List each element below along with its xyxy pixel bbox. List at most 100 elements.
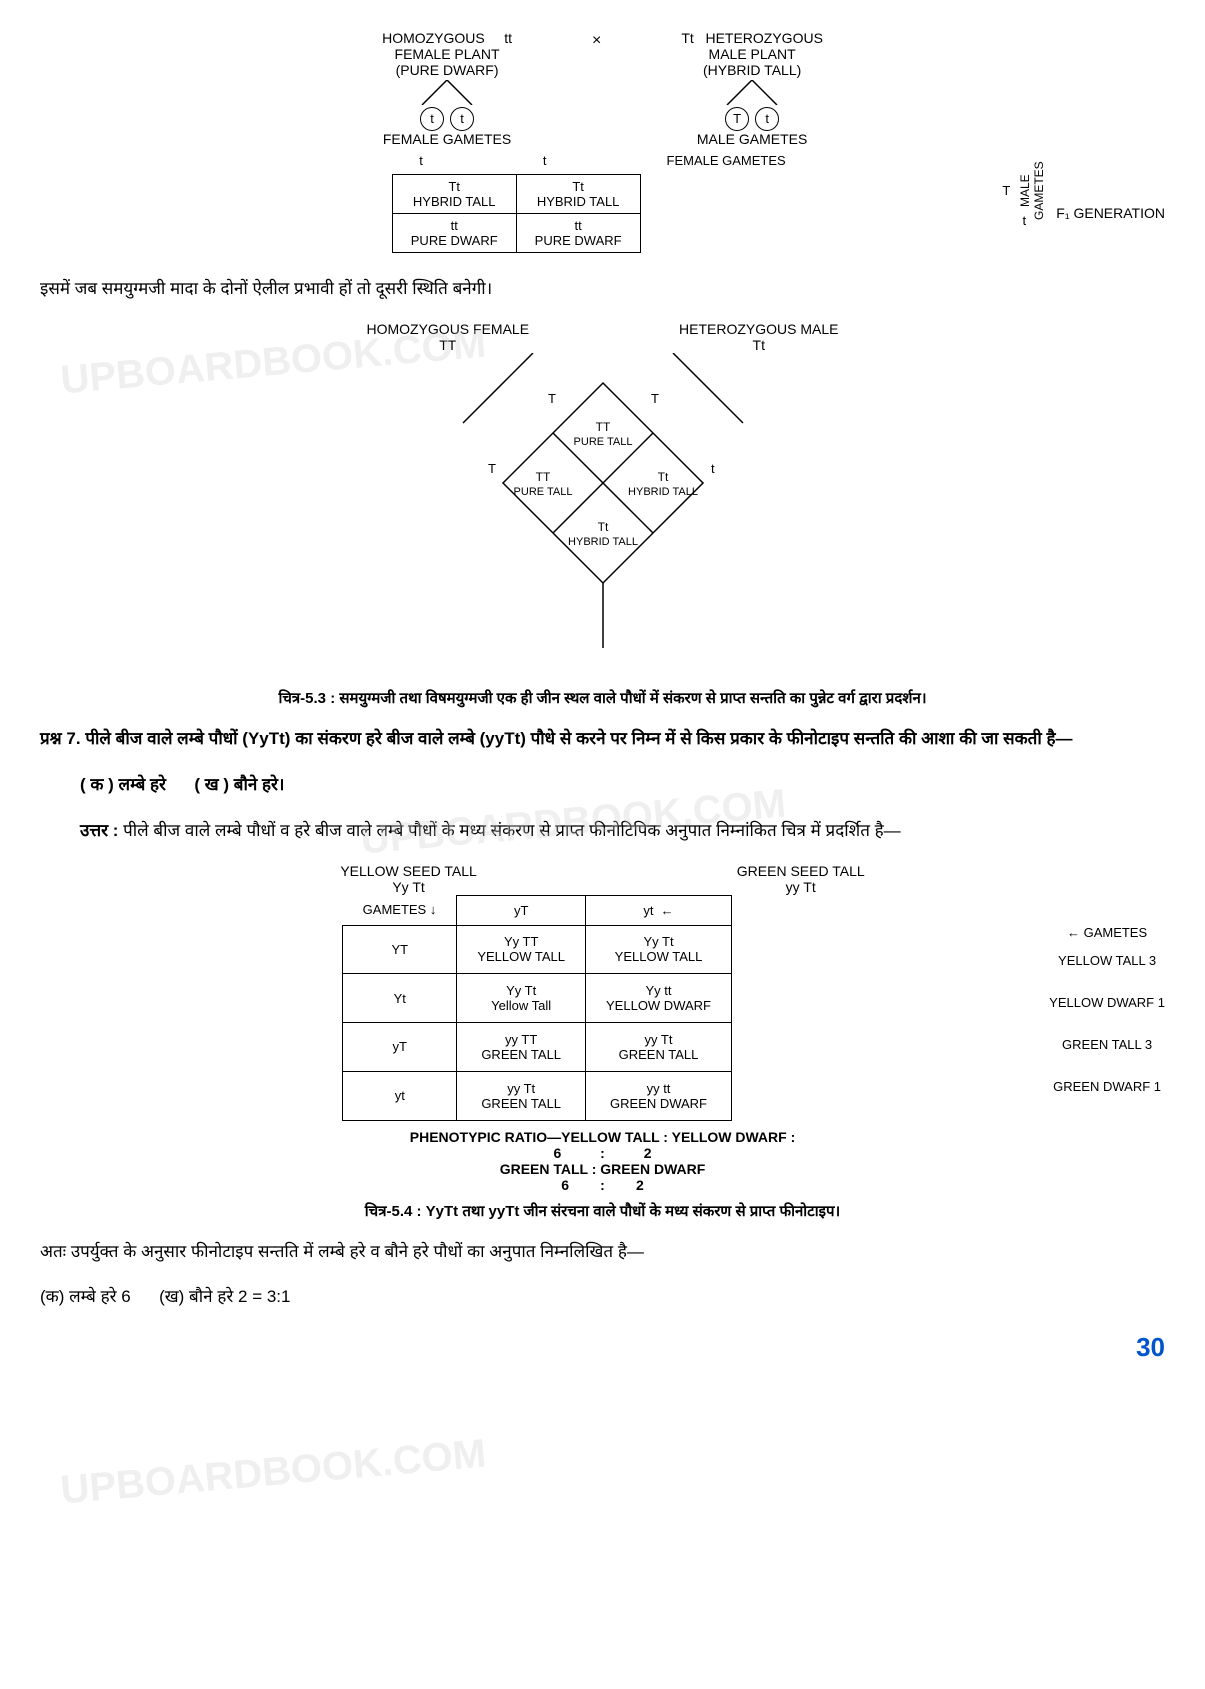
- svg-text:HYBRID TALL: HYBRID TALL: [568, 536, 638, 548]
- gamete-circle: t: [450, 107, 474, 131]
- c3-rp1: YELLOW TALL 3: [1049, 953, 1165, 995]
- page-number: 30: [40, 1332, 1165, 1363]
- cell-a1p: HYBRID TALL: [411, 194, 498, 209]
- row-hdr-label: MALE GAMETES: [1018, 156, 1046, 226]
- cross-1-diagram: HOMOZYGOUS tt FEMALE PLANT (PURE DWARF) …: [40, 30, 1165, 258]
- svg-text:t: t: [711, 461, 715, 476]
- cross-3-diagram: YELLOW SEED TALLYy Tt GREEN SEED TALLyy …: [40, 863, 1165, 1193]
- q7-text: पीले बीज वाले लम्बे पौधों (YyTt) का संकर…: [85, 729, 1072, 748]
- watermark: UPBOARDBOOK.COM: [59, 1431, 488, 1513]
- gamete-circle: t: [420, 107, 444, 131]
- c3-11g: Yy tt: [606, 983, 711, 998]
- diamond-punnett: TT Tt TTPURE TALL TTPURE TALL TtHYBRID T…: [393, 353, 813, 673]
- cell-a2: Tt: [535, 179, 622, 194]
- c3-20p: GREEN TALL: [477, 1047, 565, 1062]
- p1-l1: HOMOZYGOUS: [382, 30, 485, 46]
- cell-b1p: PURE DWARF: [411, 233, 498, 248]
- p1-l3: (PURE DWARF): [396, 62, 499, 78]
- col-hdr-2: t: [543, 153, 547, 168]
- c3-side1: GAMETES ↓: [343, 895, 457, 925]
- opt-b: ( ख ) बौने हरे।: [194, 775, 284, 794]
- punnett-square-1: TtHYBRID TALLTtHYBRID TALL ttPURE DWARFt…: [392, 174, 641, 253]
- cell-a2p: HYBRID TALL: [535, 194, 622, 209]
- cross-symbol: ×: [592, 32, 601, 50]
- c3-p2-geno: yy Tt: [737, 879, 865, 895]
- c3-p1-label: YELLOW SEED TALL: [340, 863, 476, 879]
- c3-rp4: GREEN DWARF 1: [1049, 1079, 1165, 1121]
- caption-1: चित्र-5.3 : समयुग्मजी तथा विषमयुग्मजी एक…: [40, 688, 1165, 708]
- c3-r2: Yt: [343, 974, 457, 1023]
- c2-p2-label: HETEROZYGOUS MALE: [679, 321, 838, 337]
- c3-p2-label: GREEN SEED TALL: [737, 863, 865, 879]
- c3-21g: yy Tt: [606, 1032, 711, 1047]
- svg-text:PURE TALL: PURE TALL: [513, 486, 572, 498]
- c3-side2: ← GAMETES: [1049, 925, 1165, 953]
- c3-01p: YELLOW TALL: [606, 949, 711, 964]
- ans-prefix: उत्तर :: [80, 821, 123, 840]
- parent2: Tt HETEROZYGOUS MALE PLANT (HYBRID TALL)…: [681, 30, 823, 147]
- cell-b2p: PURE DWARF: [535, 233, 622, 248]
- svg-text:TT: TT: [595, 420, 610, 434]
- c3-col1: yT: [457, 895, 586, 925]
- p2-l1: HETEROZYGOUS: [705, 30, 822, 46]
- conclusion: अतः उपर्युक्त के अनुसार फीनोटाइप सन्तति …: [40, 1238, 1165, 1267]
- cell-b1: tt: [411, 218, 498, 233]
- final-b: (ख) बौने हरे 2 = 3:1: [159, 1287, 290, 1306]
- c3-col2: yt ←: [586, 895, 732, 925]
- ratio-l4: 6 : 2: [40, 1177, 1165, 1193]
- parent1: HOMOZYGOUS tt FEMALE PLANT (PURE DWARF) …: [382, 30, 512, 147]
- svg-text:TT: TT: [535, 470, 550, 484]
- p1-gam-label: FEMALE GAMETES: [383, 131, 511, 147]
- c3-r4: yt: [343, 1071, 457, 1120]
- hindi-text-1: इसमें जब समयुग्मजी मादा के दोनों ऐलील प्…: [40, 275, 1165, 304]
- svg-text:PURE TALL: PURE TALL: [573, 436, 632, 448]
- p1-geno: tt: [504, 30, 512, 46]
- c2-p1-geno: TT: [366, 337, 529, 353]
- p2-geno: Tt: [681, 30, 693, 46]
- cell-b2: tt: [535, 218, 622, 233]
- svg-text:Tt: Tt: [597, 520, 608, 534]
- col-hdr-1: t: [419, 153, 423, 168]
- p1-l2: FEMALE PLANT: [395, 46, 500, 62]
- c3-01g: Yy Tt: [606, 934, 711, 949]
- row-hdr-1: T: [1002, 183, 1010, 198]
- c3-30p: GREEN TALL: [477, 1096, 565, 1111]
- ratio-l3: GREEN TALL : GREEN DWARF: [40, 1161, 1165, 1177]
- c3-30g: yy Tt: [477, 1081, 565, 1096]
- c3-00p: YELLOW TALL: [477, 949, 565, 964]
- c3-rp2: YELLOW DWARF 1: [1049, 995, 1165, 1037]
- ratio-l2: 6 : 2: [40, 1145, 1165, 1161]
- svg-text:T: T: [488, 461, 496, 476]
- c3-20g: yy TT: [477, 1032, 565, 1047]
- c2-p2-geno: Tt: [679, 337, 838, 353]
- caption-2: चित्र-5.4 : YyTt तथा yyTt जीन संरचना वाल…: [40, 1201, 1165, 1221]
- cell-a1: Tt: [411, 179, 498, 194]
- c3-rp3: GREEN TALL 3: [1049, 1037, 1165, 1079]
- ratio-l1: PHENOTYPIC RATIO—YELLOW TALL : YELLOW DW…: [40, 1129, 1165, 1145]
- punnett-square-2: GAMETES ↓yTyt ← YTYy TTYELLOW TALLYy TtY…: [342, 895, 732, 1121]
- f1-label: F₁ GENERATION: [1056, 205, 1165, 221]
- svg-text:HYBRID TALL: HYBRID TALL: [628, 486, 698, 498]
- p2-l2: MALE PLANT: [709, 46, 796, 62]
- c3-r1: YT: [343, 925, 457, 974]
- c3-r3: yT: [343, 1023, 457, 1072]
- p2-gam-label: MALE GAMETES: [697, 131, 807, 147]
- c3-10p: Yellow Tall: [477, 998, 565, 1013]
- c2-p1-label: HOMOZYGOUS FEMALE: [366, 321, 529, 337]
- cross-2-diagram: HOMOZYGOUS FEMALETT HETEROZYGOUS MALETt …: [40, 321, 1165, 673]
- c3-21p: GREEN TALL: [606, 1047, 711, 1062]
- p2-l3: (HYBRID TALL): [703, 62, 801, 78]
- c3-p1-geno: Yy Tt: [340, 879, 476, 895]
- c3-11p: YELLOW DWARF: [606, 998, 711, 1013]
- col-hdr-label: FEMALE GAMETES: [667, 153, 786, 168]
- q7-prefix: प्रश्न 7.: [40, 729, 85, 748]
- branch-icon: [712, 80, 792, 105]
- svg-text:T: T: [548, 391, 556, 406]
- branch-icon: [407, 80, 487, 105]
- c3-10g: Yy Tt: [477, 983, 565, 998]
- gamete-circle: T: [725, 107, 749, 131]
- c3-00g: Yy TT: [477, 934, 565, 949]
- ans-text: पीले बीज वाले लम्बे पौधों व हरे बीज वाले…: [123, 821, 901, 840]
- gamete-circle: t: [755, 107, 779, 131]
- opt-a: ( क ) लम्बे हरे: [80, 775, 166, 794]
